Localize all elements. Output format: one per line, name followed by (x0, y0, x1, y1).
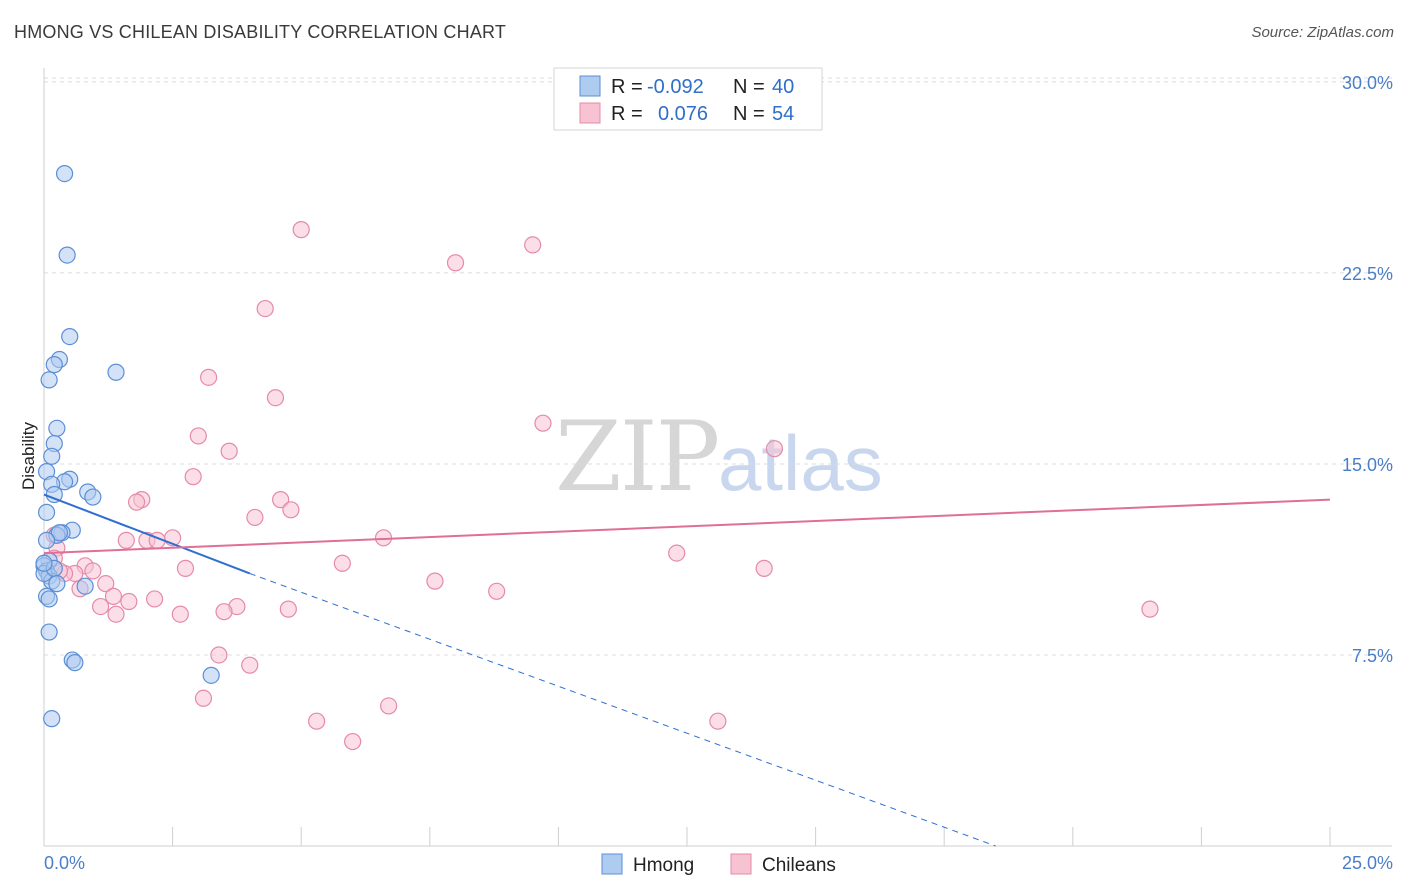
legend-r-value-hmong: -0.092 (647, 76, 704, 98)
chileans-point-15 (246, 508, 264, 527)
chileans-point-8 (220, 442, 238, 460)
hmong-point-17 (37, 503, 56, 521)
y-tick-labels: 7.5% 15.0% 22.5% 30.0% (1342, 73, 1393, 666)
chileans-point-31 (84, 562, 102, 580)
hmong-point-33 (40, 590, 58, 608)
hmong-point-16 (84, 488, 102, 506)
chileans-point-5 (266, 389, 285, 407)
y-tick-label-0: 7.5% (1352, 646, 1393, 666)
legend-n-value-hmong: 40 (772, 76, 794, 98)
chileans-point-43 (215, 603, 233, 621)
chileans-point-50 (380, 697, 398, 715)
chileans-point-6 (534, 414, 552, 432)
legend-n-value-chileans: 54 (772, 103, 794, 125)
chileans-point-51 (308, 712, 326, 730)
chileans-point-45 (107, 605, 125, 623)
hmong-trend-extension (249, 573, 996, 847)
chileans-point-14 (282, 501, 300, 519)
y-axis-title: Disability (19, 421, 38, 490)
chileans-point-18 (117, 531, 135, 549)
watermark-zip: ZIP (555, 401, 718, 513)
chileans-point-23 (668, 544, 686, 562)
chileans-point-7 (189, 427, 207, 445)
chileans-point-0 (292, 221, 310, 239)
hmong-point-31 (48, 575, 66, 593)
hmong-points (35, 164, 220, 728)
source-label: Source: ZipAtlas.com (1251, 24, 1394, 41)
trend-lines (43, 493, 1331, 847)
legend-swatch-chileans (579, 102, 601, 124)
hmong-point-38 (43, 710, 61, 728)
chileans-point-12 (127, 493, 146, 511)
series-legend-swatch-chileans (730, 853, 752, 875)
chileans-point-1 (524, 236, 542, 254)
hmong-point-36 (66, 654, 84, 672)
grid-lines (44, 77, 1392, 656)
hmong-point-9 (43, 447, 61, 465)
hmong-point-5 (40, 371, 58, 389)
chileans-point-33 (97, 575, 115, 593)
chileans-point-36 (488, 582, 506, 600)
hmong-point-6 (107, 363, 125, 381)
chileans-point-38 (145, 590, 164, 608)
x-tick-label-min: 0.0% (44, 853, 85, 873)
hmong-point-4 (45, 356, 63, 374)
legend-r-label-hmong: R = (611, 76, 643, 98)
chileans-point-46 (1141, 600, 1159, 618)
hmong-point-0 (55, 164, 74, 183)
chileans-point-27 (176, 559, 195, 577)
legend-r-label-chileans: R = (611, 103, 643, 125)
hmong-point-2 (61, 328, 79, 346)
hmong-point-39 (35, 554, 53, 572)
chileans-point-3 (256, 299, 274, 318)
chileans-point-2 (446, 254, 465, 272)
watermark-atlas: atlas (718, 419, 883, 507)
chileans-point-32 (755, 559, 773, 577)
chileans-point-49 (194, 689, 213, 707)
series-legend: Hmong Chileans (601, 853, 836, 876)
x-tick-label-max: 25.0% (1342, 853, 1393, 873)
y-tick-label-3: 30.0% (1342, 73, 1393, 93)
chileans-point-13 (272, 491, 290, 509)
chileans-point-53 (344, 732, 362, 751)
chileans-point-48 (241, 656, 259, 674)
y-tick-label-1: 15.0% (1342, 455, 1393, 475)
chileans-point-26 (333, 554, 351, 572)
legend-n-label-hmong: N = (733, 76, 765, 98)
hmong-point-7 (48, 419, 66, 437)
hmong-point-22 (37, 531, 56, 549)
hmong-trend-line (43, 493, 251, 575)
chileans-point-44 (171, 605, 189, 623)
chart-title: HMONG VS CHILEAN DISABILITY CORRELATION … (14, 22, 507, 42)
chileans-point-52 (709, 712, 727, 730)
chileans-point-10 (184, 468, 202, 486)
series-legend-label-hmong: Hmong (633, 855, 694, 876)
legend-swatch-hmong (579, 75, 601, 97)
series-legend-swatch-hmong (601, 853, 623, 875)
legend-n-label-chileans: N = (733, 103, 765, 125)
chileans-point-39 (120, 592, 138, 611)
chileans-point-37 (104, 587, 123, 605)
legend-r-value-chileans: 0.076 (658, 103, 708, 125)
hmong-point-21 (50, 524, 69, 542)
correlation-legend: R = -0.092 N = 40 R = 0.076 N = 54 (553, 67, 823, 131)
x-axis-ticks (43, 827, 1331, 846)
y-tick-label-2: 22.5% (1342, 264, 1393, 284)
hmong-point-34 (40, 623, 58, 641)
chileans-trend-line (43, 498, 1331, 555)
chileans-point-40 (91, 597, 110, 616)
chileans-point-42 (279, 600, 297, 618)
hmong-point-30 (76, 577, 94, 595)
chileans-points (45, 221, 1159, 751)
chileans-point-47 (210, 646, 228, 664)
chileans-point-4 (200, 368, 218, 386)
hmong-point-1 (58, 246, 76, 264)
chileans-point-9 (765, 440, 784, 458)
chileans-point-34 (426, 572, 444, 590)
series-legend-label-chileans: Chileans (762, 855, 836, 876)
hmong-point-37 (202, 666, 220, 684)
